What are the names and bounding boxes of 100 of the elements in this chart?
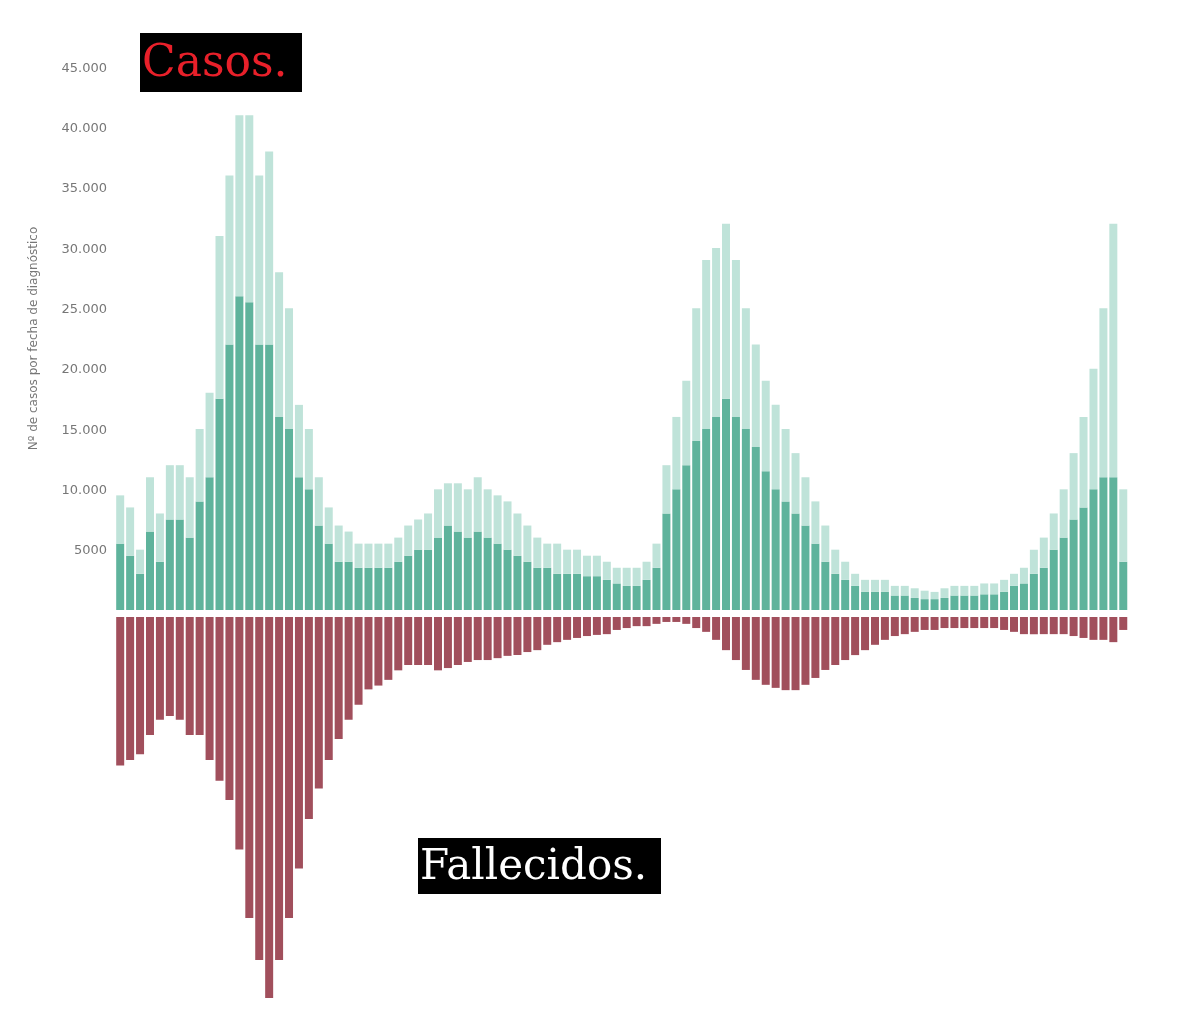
bar	[602, 561, 611, 580]
bar	[195, 429, 204, 502]
bar	[155, 513, 164, 562]
bar	[265, 344, 274, 610]
bar	[592, 555, 601, 577]
bar	[533, 537, 542, 568]
bar	[255, 344, 264, 610]
bar	[165, 519, 174, 610]
bar	[1049, 513, 1058, 550]
bar	[394, 561, 403, 610]
bar	[920, 590, 929, 600]
bar	[731, 416, 740, 610]
bar	[890, 595, 899, 610]
bar	[255, 175, 264, 345]
bar	[175, 465, 184, 520]
bar	[761, 380, 770, 472]
bar	[602, 579, 611, 610]
bar	[811, 501, 820, 544]
bar	[235, 296, 244, 610]
bar	[543, 567, 552, 610]
bar	[304, 489, 313, 610]
bar	[1029, 549, 1038, 574]
bar	[374, 543, 383, 568]
bar	[1109, 477, 1118, 610]
bar	[741, 308, 750, 429]
bar	[692, 441, 701, 610]
bar	[851, 573, 860, 586]
bar	[821, 561, 830, 610]
bar	[1059, 489, 1068, 538]
bar	[582, 555, 591, 577]
bar	[880, 579, 889, 592]
bar	[1069, 453, 1078, 520]
bar	[145, 531, 154, 610]
bar	[870, 579, 879, 592]
bar	[1109, 223, 1118, 478]
bar	[394, 537, 403, 562]
bar	[573, 573, 582, 610]
bar	[662, 465, 671, 514]
bar	[185, 537, 194, 610]
bar	[543, 543, 552, 568]
bar	[861, 591, 870, 610]
bar	[622, 585, 631, 610]
bar	[1019, 567, 1028, 584]
bar	[771, 404, 780, 490]
bar	[1049, 549, 1058, 610]
text: Fallecidos.	[418, 838, 662, 895]
bar	[751, 447, 760, 610]
bar	[533, 567, 542, 610]
bar	[960, 585, 969, 596]
bar	[702, 260, 711, 429]
bar	[205, 392, 214, 478]
bar	[1010, 573, 1019, 586]
bar	[910, 597, 919, 610]
bar	[1039, 567, 1048, 610]
bar	[136, 549, 145, 574]
bar	[672, 416, 681, 490]
bar	[771, 489, 780, 610]
bar	[424, 549, 433, 610]
bar	[473, 531, 482, 610]
bar	[841, 579, 850, 610]
bar	[900, 585, 909, 596]
bar	[324, 543, 333, 610]
bar	[870, 591, 879, 610]
bar	[821, 525, 830, 562]
bar	[1000, 591, 1009, 610]
bar	[1000, 579, 1009, 592]
bar	[851, 585, 860, 610]
bar	[950, 585, 959, 596]
bar	[990, 583, 999, 595]
bar	[344, 531, 353, 562]
bar	[463, 537, 472, 610]
bar	[712, 416, 721, 610]
bar	[245, 115, 254, 303]
bar	[116, 543, 125, 610]
bar	[404, 555, 413, 610]
bar	[582, 576, 591, 610]
bar	[235, 115, 244, 297]
bar	[384, 543, 393, 568]
bar	[195, 501, 204, 610]
bar	[324, 507, 333, 544]
bar	[950, 595, 959, 610]
y-tick-label: 35.000	[61, 180, 107, 196]
bar	[483, 537, 492, 610]
bar	[682, 465, 691, 610]
bar	[861, 579, 870, 592]
bar	[563, 549, 572, 574]
bar	[761, 471, 770, 610]
bar	[414, 519, 423, 550]
bar	[1119, 489, 1128, 562]
bar	[334, 525, 343, 562]
bar	[523, 561, 532, 610]
bar	[1099, 477, 1108, 610]
bar	[294, 404, 303, 478]
bar	[314, 525, 323, 610]
bar	[682, 380, 691, 466]
bar	[155, 561, 164, 610]
bar	[493, 495, 502, 544]
bar	[483, 489, 492, 538]
bar	[980, 583, 989, 595]
bar	[553, 543, 562, 574]
